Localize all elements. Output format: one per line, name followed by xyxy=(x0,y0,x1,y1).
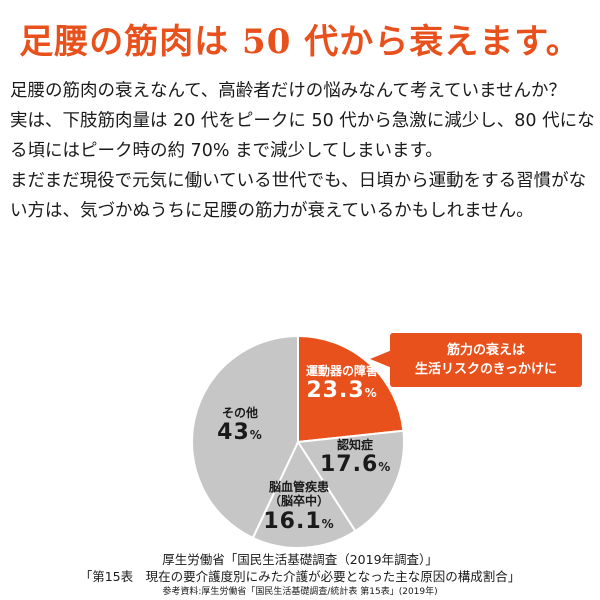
slice-name: 認知症 xyxy=(336,438,373,452)
slice-name: 運動器の障害 xyxy=(305,364,378,378)
page-title: 足腰の筋肉は 50 代から衰えます。 xyxy=(19,22,581,62)
pie-slice-locomotive xyxy=(297,334,405,444)
slice-name: 脳血管疾患 xyxy=(268,480,329,494)
reference-note: 参考資料:厚生労働省「国民生活基礎調査/統計表 第15表」(2019年) xyxy=(162,587,438,597)
callout-box: 筋力の衰えは 生活リスクのきっかけに xyxy=(390,333,582,387)
paragraph: 実は、下肢筋肉量は 20 代をピークに 50 代から急激に減少し、80 代になる… xyxy=(10,111,595,161)
slice-label-other: その他 43% xyxy=(208,406,272,447)
pie-slice-dementia xyxy=(296,429,405,533)
paragraph: まだまだ現役で元気に働いている世代でも、日頃から運動をする習慣がない方は、気づか… xyxy=(10,171,587,221)
slice-value: 43% xyxy=(217,420,263,446)
slice-value: 23.3% xyxy=(306,378,378,404)
slice-sublabel: （脳卒中） xyxy=(268,494,329,509)
slice-label-cerebrovascular: 脳血管疾患 （脳卒中） 16.1% xyxy=(254,480,344,535)
slice-label-dementia: 認知症 17.6% xyxy=(320,438,390,479)
source-line2: 「第15表 現在の要介護度別にみた介護が必要となった主な原因の構成割合」 xyxy=(79,569,521,584)
slice-label-locomotive: 運動器の障害 23.3% xyxy=(294,364,390,405)
callout-line2: 生活リスクのきっかけに xyxy=(414,362,558,377)
callout-pointer xyxy=(370,350,392,368)
slice-name: その他 xyxy=(221,406,258,420)
pie-chart xyxy=(191,334,405,549)
slice-value: 16.1% xyxy=(263,508,335,534)
pie-slice-other xyxy=(191,334,299,540)
pie-slice-cerebrovascular xyxy=(251,439,357,549)
slice-value: 17.6% xyxy=(320,452,392,478)
paragraph: 足腰の筋肉の衰えなんて、高齢者だけの悩みなんて考えていませんか？ xyxy=(10,81,566,101)
body-text: 足腰の筋肉の衰えなんて、高齢者だけの悩みなんて考えていませんか？ 実は、下肢筋肉… xyxy=(10,76,595,226)
source-line1: 厚生労働省「国民生活基礎調査（2019年調査）」 xyxy=(162,552,438,567)
callout-line1: 筋力の衰えは xyxy=(446,343,525,358)
